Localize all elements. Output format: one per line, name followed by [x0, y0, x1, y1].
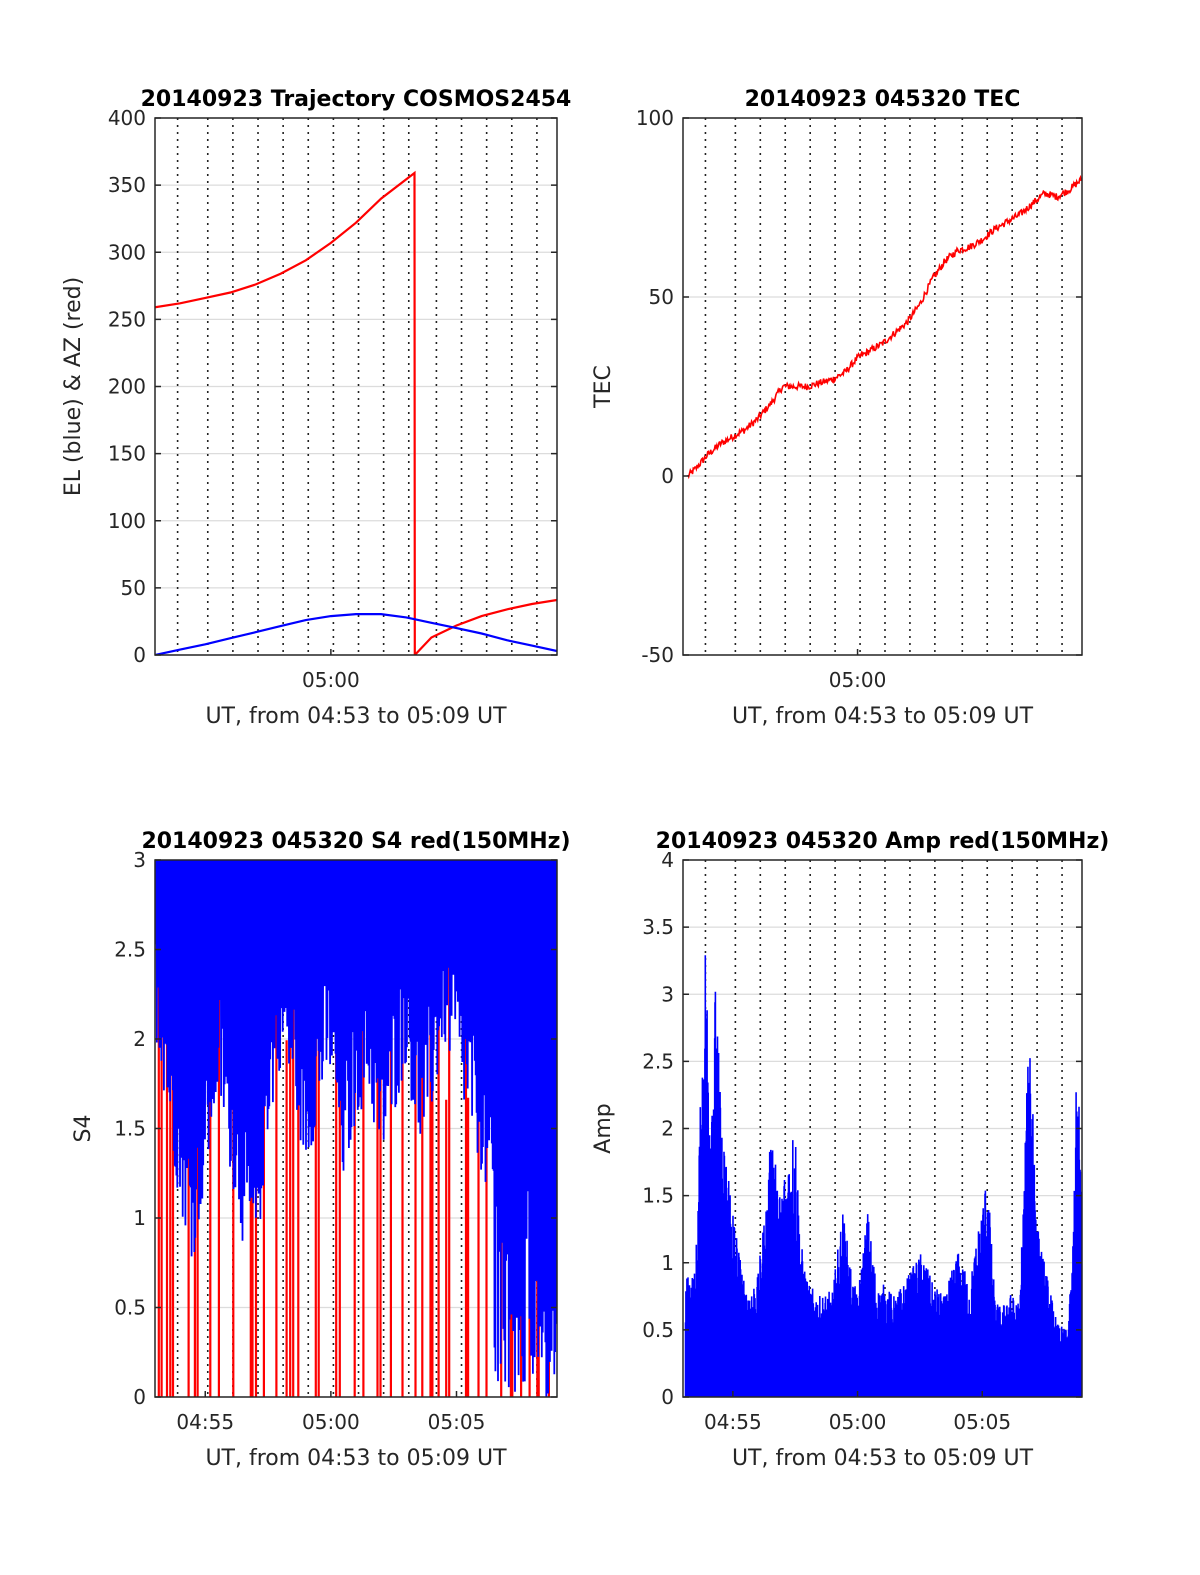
chart-panel-2: -50 0 50 100 05:00 20140923 045320 TEC UT, fro…	[591, 87, 1083, 729]
y-tick-label: 200	[108, 375, 146, 399]
y-tick-label: 0	[133, 1385, 146, 1409]
chart-panel-4: 0 0.5 1 1.5 2 2.5 3 3.5 4 04:55 05:00 05:05 20140923…	[591, 829, 1109, 1471]
x-tick-label: 05:00	[829, 1410, 887, 1434]
y-tick-label: 150	[108, 442, 146, 466]
y-tick-label: 0.5	[114, 1296, 146, 1320]
x-tick-label: 04:55	[176, 1410, 234, 1434]
y-tick-label: 350	[108, 173, 146, 197]
y-tick-label: 1.5	[642, 1184, 674, 1208]
y-tick-label: 400	[108, 106, 146, 130]
y-tick-label: 4	[661, 848, 674, 872]
y-tick-label: 1	[133, 1206, 146, 1230]
series-amp-bars	[684, 955, 1082, 1397]
series-tec-line	[687, 174, 1082, 480]
y-tick-label: 0	[661, 1385, 674, 1409]
y-tick-label: 2.5	[642, 1049, 674, 1073]
y-axis-label: EL (blue) & AZ (red)	[61, 277, 86, 496]
y-tick-label: 1	[661, 1251, 674, 1275]
y-tick-label: 100	[636, 106, 674, 130]
chart-panel-1: 0 50 100 150 200 250 300 350 400 05:00 20140923 Tr…	[61, 87, 571, 729]
y-tick-label: 3.5	[642, 915, 674, 939]
y-tick-label: 50	[649, 285, 674, 309]
y-tick-label: -50	[641, 643, 674, 667]
y-tick-label: 0	[661, 464, 674, 488]
x-axis-label: UT, from 04:53 to 05:09 UT	[732, 704, 1034, 729]
y-tick-label: 2	[661, 1117, 674, 1141]
y-axis-label: Amp	[591, 1103, 616, 1153]
y-tick-label: 3	[133, 848, 146, 872]
y-tick-label: 2	[133, 1027, 146, 1051]
y-tick-label: 1.5	[114, 1117, 146, 1141]
plot-area	[687, 174, 1082, 480]
x-tick-label: 05:05	[428, 1410, 486, 1434]
plot-area	[684, 955, 1082, 1397]
chart-title: 20140923 045320 Amp red(150MHz)	[656, 829, 1110, 854]
x-tick-label: 05:00	[829, 668, 887, 692]
x-axis-label: UT, from 04:53 to 05:09 UT	[205, 1446, 507, 1471]
series-az-red-line	[155, 170, 557, 655]
x-tick-label: 05:05	[953, 1410, 1011, 1434]
y-tick-label: 0	[133, 643, 146, 667]
chart-title: 20140923 045320 TEC	[745, 87, 1021, 112]
plot-area	[155, 860, 557, 1397]
x-axis-label: UT, from 04:53 to 05:09 UT	[732, 1446, 1034, 1471]
x-axis-label: UT, from 04:53 to 05:09 UT	[205, 704, 507, 729]
y-tick-label: 0.5	[642, 1318, 674, 1342]
x-tick-label: 04:55	[704, 1410, 762, 1434]
x-tick-label: 05:00	[302, 668, 360, 692]
y-tick-label: 2.5	[114, 938, 146, 962]
y-tick-label: 250	[108, 307, 146, 331]
axes-frame	[682, 117, 1083, 656]
y-axis-label: S4	[71, 1115, 96, 1143]
chart-title: 20140923 Trajectory COSMOS2454	[141, 87, 572, 112]
chart-panel-3: 0 0.5 1 1.5 2 2.5 3 04:55 05:00 05:05 20140923 045…	[71, 829, 571, 1471]
plot-area	[155, 170, 557, 655]
y-tick-label: 3	[661, 982, 674, 1006]
series-el-blue-line	[155, 613, 557, 655]
y-tick-label: 300	[108, 240, 146, 264]
y-tick-label: 100	[108, 509, 146, 533]
series-s4-blue-line	[155, 860, 557, 1397]
y-axis-label: TEC	[591, 365, 616, 409]
x-tick-label: 05:00	[302, 1410, 360, 1434]
chart-title: 20140923 045320 S4 red(150MHz)	[141, 829, 570, 854]
y-tick-label: 50	[121, 576, 146, 600]
